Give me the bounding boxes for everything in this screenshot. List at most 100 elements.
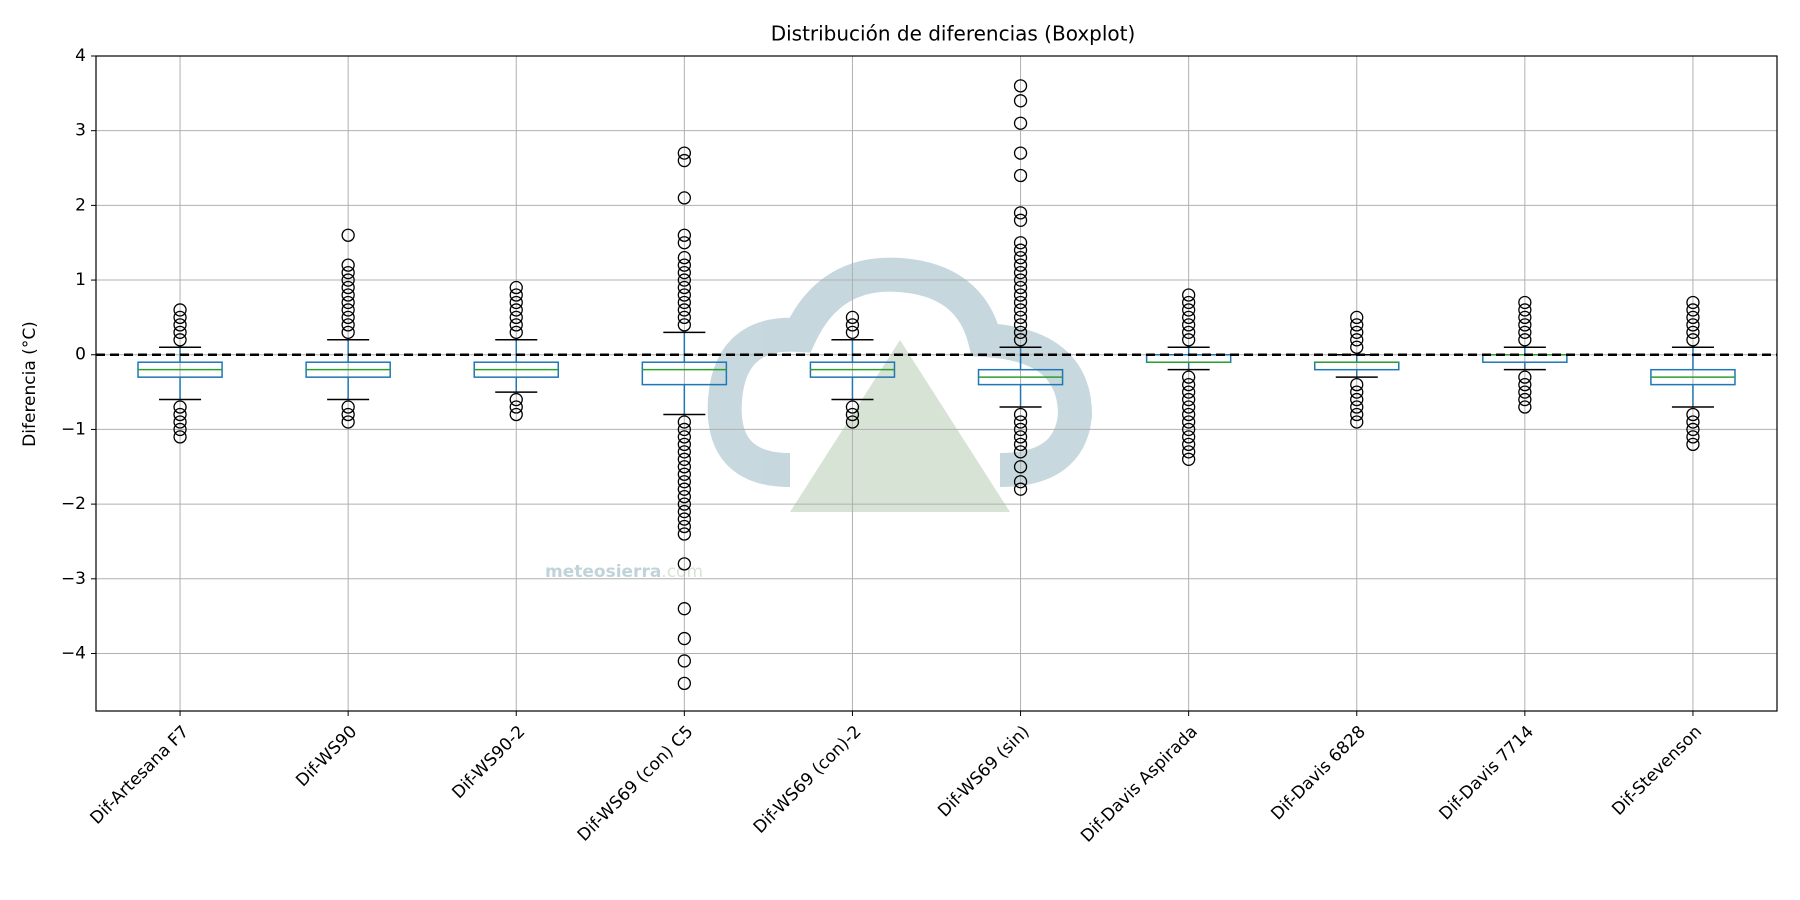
outlier (677, 228, 691, 242)
outlier (341, 318, 355, 332)
outlier (1518, 333, 1532, 347)
outlier (1013, 445, 1028, 459)
outlier (173, 310, 187, 325)
outlier (677, 497, 691, 511)
outlier (173, 333, 187, 347)
outlier (677, 519, 691, 534)
outlier (1686, 430, 1700, 444)
outlier (1350, 377, 1364, 392)
chart-title: Distribución de diferencias (Boxplot) (771, 22, 1136, 46)
outlier (1686, 325, 1700, 339)
outlier (1686, 407, 1700, 422)
outlier (509, 295, 523, 310)
outlier (677, 467, 691, 481)
outlier (1182, 437, 1196, 452)
outlier (1182, 385, 1196, 399)
outlier (677, 631, 691, 646)
outlier (1013, 146, 1028, 160)
y-tick-label: −4 (61, 643, 86, 663)
outlier (1182, 318, 1196, 332)
outlier (677, 557, 691, 571)
outlier (677, 512, 691, 526)
outlier (173, 400, 187, 414)
x-tick-label: Dif-WS69 (con)-2 (750, 722, 866, 838)
outlier (1013, 280, 1028, 295)
outlier (1013, 94, 1028, 108)
outlier (1013, 236, 1028, 250)
outlier (509, 288, 523, 302)
outlier (1350, 400, 1364, 414)
y-tick-label: −2 (61, 494, 86, 514)
outlier (1182, 303, 1196, 317)
outlier (845, 415, 860, 429)
outlier (1013, 168, 1028, 183)
outlier (677, 415, 691, 429)
outlier (1182, 422, 1196, 437)
x-tick-label: Dif-WS69 (con) C5 (574, 722, 698, 846)
outlier (1350, 333, 1364, 347)
outlier (1013, 213, 1028, 227)
outlier (1013, 79, 1028, 93)
outlier (1013, 295, 1028, 310)
outlier (341, 273, 355, 287)
outlier (341, 325, 355, 339)
outlier (173, 407, 187, 422)
outlier (677, 475, 691, 489)
outlier (677, 460, 691, 474)
outlier (1013, 116, 1028, 130)
outlier (1182, 377, 1196, 392)
outlier (1182, 370, 1196, 384)
outlier (509, 280, 523, 295)
outlier (1013, 251, 1028, 265)
y-tick-label: 0 (75, 345, 86, 365)
outlier (845, 310, 860, 325)
outlier (677, 295, 691, 310)
outlier (677, 654, 691, 668)
outlier (1182, 452, 1196, 466)
outlier (1182, 445, 1196, 459)
outlier (1013, 258, 1028, 272)
box (641, 361, 728, 386)
outlier (341, 303, 355, 317)
y-tick-label: −3 (61, 569, 86, 589)
x-tick-label: Dif-WS90 (292, 722, 361, 791)
outlier (341, 258, 355, 272)
outlier (1013, 288, 1028, 302)
outlier (1182, 295, 1196, 310)
outlier (1013, 475, 1028, 489)
outlier (341, 400, 355, 414)
watermark-mountain (790, 340, 1010, 512)
outlier (677, 318, 691, 332)
outlier (677, 422, 691, 437)
outlier (1013, 310, 1028, 325)
outlier (341, 228, 355, 242)
outlier (509, 325, 523, 339)
outlier (1350, 415, 1364, 429)
outlier (1013, 325, 1028, 339)
outlier (509, 400, 523, 414)
x-tick-label: Dif-Stevenson (1608, 722, 1706, 820)
x-tick-label: Dif-WS69 (sin) (934, 722, 1033, 821)
outlier (677, 504, 691, 519)
outlier (677, 310, 691, 325)
outlier (1182, 415, 1196, 429)
outlier (677, 602, 691, 616)
outlier (1518, 295, 1532, 310)
watermark-text: meteosierra.com (545, 562, 703, 582)
outlier (509, 407, 523, 422)
outlier (1182, 325, 1196, 339)
outlier (341, 310, 355, 325)
outlier (1013, 243, 1028, 257)
outlier (1182, 400, 1196, 414)
outlier (341, 288, 355, 302)
outlier (1013, 273, 1028, 287)
outlier (1518, 310, 1532, 325)
outlier (1182, 430, 1196, 444)
outlier (1686, 318, 1700, 332)
outlier (1013, 460, 1028, 474)
x-tick-label: Dif-Artesana F7 (86, 722, 193, 829)
outlier (1350, 325, 1364, 339)
outlier (677, 288, 691, 302)
outlier (509, 392, 523, 407)
outlier (1686, 415, 1700, 429)
